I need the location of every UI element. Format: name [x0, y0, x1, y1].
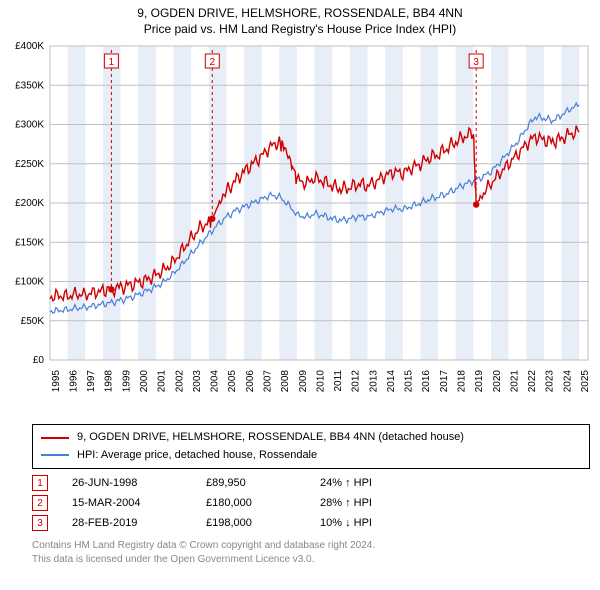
xtick-label: 1998 [104, 370, 115, 393]
xtick-label: 2022 [527, 370, 538, 393]
sale-marker-box: 2 [32, 495, 48, 511]
xtick-label: 1997 [86, 370, 97, 393]
chart-svg: £0 £50K £100K £150K £200K £250K £300K £350K £400… [0, 38, 600, 418]
xtick-label: 2005 [227, 370, 238, 393]
xtick-label: 2007 [262, 370, 273, 393]
xtick-label: 1996 [68, 370, 79, 393]
sale-delta: 28% ↑ HPI [320, 497, 410, 509]
sale-price: £198,000 [206, 517, 296, 529]
title-line1: 9, OGDEN DRIVE, HELMSHORE, ROSSENDALE, B… [0, 6, 600, 20]
sale-dot [209, 216, 215, 222]
page-container: 9, OGDEN DRIVE, HELMSHORE, ROSSENDALE, B… [0, 0, 600, 567]
legend-row: 9, OGDEN DRIVE, HELMSHORE, ROSSENDALE, B… [41, 429, 581, 447]
sale-delta: 10% ↓ HPI [320, 517, 410, 529]
xtick-label: 2021 [509, 370, 520, 393]
xtick-label: 2018 [457, 370, 468, 393]
xtick-label: 1999 [121, 370, 132, 393]
footer-line2: This data is licensed under the Open Gov… [32, 553, 590, 567]
xtick-label: 2013 [368, 370, 379, 393]
ytick-label: £200K [15, 198, 44, 209]
legend-swatch [41, 437, 69, 439]
xtick-label: 2010 [315, 370, 326, 393]
ytick-label: £150K [15, 237, 44, 248]
sale-price: £180,000 [206, 497, 296, 509]
sale-number: 1 [109, 57, 115, 68]
ytick-label: £0 [33, 355, 45, 366]
title-line2: Price paid vs. HM Land Registry's House … [0, 22, 600, 36]
xtick-label: 2009 [298, 370, 309, 393]
xtick-label: 2025 [580, 370, 591, 393]
ytick-label: £300K [15, 120, 44, 131]
sale-marker-box: 3 [32, 515, 48, 531]
legend-label: HPI: Average price, detached house, Ross… [77, 447, 317, 465]
sale-dot [473, 201, 479, 207]
sale-dot [108, 286, 114, 292]
xtick-label: 2000 [139, 370, 150, 393]
footer-line1: Contains HM Land Registry data © Crown c… [32, 539, 590, 553]
xtick-label: 2016 [421, 370, 432, 393]
sale-date: 26-JUN-1998 [72, 477, 182, 489]
legend-box: 9, OGDEN DRIVE, HELMSHORE, ROSSENDALE, B… [32, 424, 590, 469]
sale-row: 3 28-FEB-2019 £198,000 10% ↓ HPI [32, 513, 590, 533]
xtick-label: 2008 [280, 370, 291, 393]
xtick-label: 2004 [210, 370, 221, 393]
sale-row: 1 26-JUN-1998 £89,950 24% ↑ HPI [32, 473, 590, 493]
ytick-label: £50K [21, 316, 45, 327]
sale-number: 2 [210, 57, 216, 68]
sale-date: 15-MAR-2004 [72, 497, 182, 509]
sale-number: 3 [473, 57, 479, 68]
title-block: 9, OGDEN DRIVE, HELMSHORE, ROSSENDALE, B… [0, 0, 600, 38]
sale-row: 2 15-MAR-2004 £180,000 28% ↑ HPI [32, 493, 590, 513]
xtick-label: 2020 [492, 370, 503, 393]
sales-table: 1 26-JUN-1998 £89,950 24% ↑ HPI 2 15-MAR-2004… [32, 473, 590, 533]
xtick-label: 2023 [545, 370, 556, 393]
xtick-label: 2006 [245, 370, 256, 393]
chart-area: £0 £50K £100K £150K £200K £250K £300K £350K £400… [0, 38, 600, 418]
xtick-label: 2024 [562, 370, 573, 393]
xtick-label: 2011 [333, 370, 344, 392]
sale-date: 28-FEB-2019 [72, 517, 182, 529]
legend-row: HPI: Average price, detached house, Ross… [41, 447, 581, 465]
xtick-label: 2017 [439, 370, 450, 393]
ytick-label: £350K [15, 80, 44, 91]
xtick-label: 2002 [174, 370, 185, 393]
ytick-label: £250K [15, 159, 44, 170]
xtick-label: 2012 [351, 370, 362, 393]
sale-marker-box: 1 [32, 475, 48, 491]
ytick-label: £400K [15, 41, 44, 52]
xtick-label: 1995 [51, 370, 62, 393]
xtick-label: 2019 [474, 370, 485, 393]
legend-swatch [41, 454, 69, 456]
xtick-label: 2003 [192, 370, 203, 393]
xtick-label: 2014 [386, 370, 397, 393]
footer-block: Contains HM Land Registry data © Crown c… [32, 539, 590, 567]
xtick-label: 2001 [157, 370, 168, 393]
ytick-label: £100K [15, 277, 44, 288]
sale-price: £89,950 [206, 477, 296, 489]
sale-delta: 24% ↑ HPI [320, 477, 410, 489]
xtick-label: 2015 [404, 370, 415, 393]
legend-label: 9, OGDEN DRIVE, HELMSHORE, ROSSENDALE, B… [77, 429, 464, 447]
